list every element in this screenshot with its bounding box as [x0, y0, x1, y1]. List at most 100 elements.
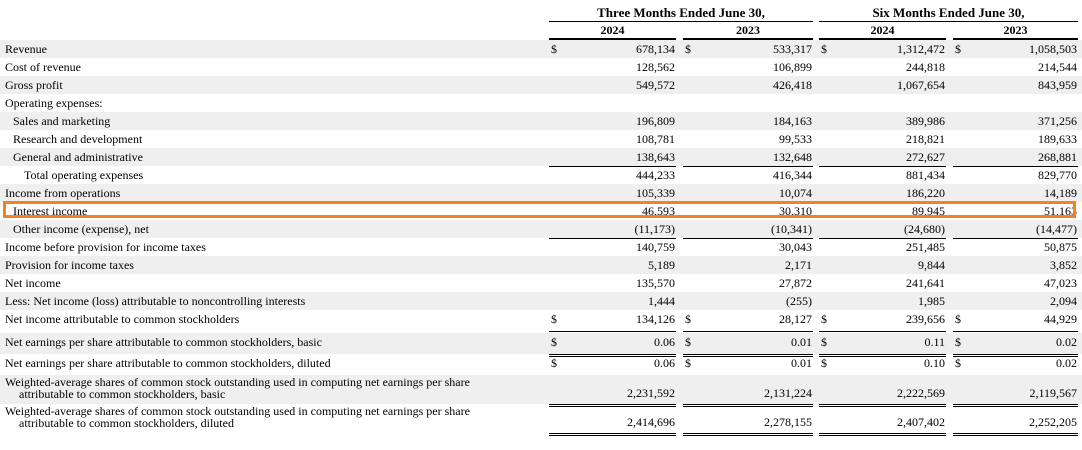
row-label-text: Sales and marketing — [13, 114, 111, 128]
value-number: 134,126 — [636, 312, 675, 326]
value-cell: $1,058,503 — [953, 40, 1078, 58]
table-row: Income before provision for income taxes… — [0, 238, 1082, 256]
value-number: (24,680) — [904, 222, 945, 236]
value-number: 678,134 — [636, 42, 675, 56]
value-cell: 50,875 — [953, 238, 1078, 256]
value-cell: 244,818 — [819, 58, 946, 77]
value-cell: 51,163 — [953, 202, 1078, 220]
value-number: 0.06 — [654, 335, 675, 349]
value-number: 2,094 — [1050, 294, 1077, 308]
value-cell: $533,317 — [683, 40, 813, 58]
value-number: 30,310 — [779, 204, 812, 218]
value-number: 0.02 — [1056, 356, 1077, 370]
value-number: 50,875 — [1044, 240, 1077, 254]
value-cell: 128,562 — [549, 58, 676, 77]
table-row: Weighted-average shares of common stock … — [0, 375, 1082, 407]
row-shading — [0, 256, 1082, 274]
row-label: Research and development — [13, 130, 142, 148]
row-label-text: Income before provision for income taxes — [5, 240, 206, 254]
value-number: 2,407,402 — [897, 415, 945, 429]
value-number: (10,341) — [771, 222, 812, 236]
row-label: General and administrative — [13, 148, 143, 166]
value-number: 189,633 — [1038, 132, 1077, 146]
value-number: 1,067,654 — [897, 78, 945, 92]
value-number: 99,533 — [779, 132, 812, 146]
value-number: 1,312,472 — [897, 42, 945, 56]
value-number: 272,627 — [906, 150, 945, 164]
table-row: Net earnings per share attributable to c… — [0, 333, 1082, 357]
row-label: Revenue — [5, 40, 47, 58]
value-cell: 426,418 — [683, 76, 813, 94]
value-cell: $28,127 — [683, 310, 813, 334]
row-shading — [0, 112, 1082, 130]
value-cell: $44,929 — [953, 310, 1078, 334]
value-number: 2,278,155 — [764, 415, 812, 429]
row-label-text: Cost of revenue — [5, 60, 81, 74]
value-number: 2,131,224 — [764, 386, 812, 400]
value-number: 10,074 — [779, 186, 812, 200]
dollar-sign: $ — [551, 335, 557, 349]
table-row: Gross profit 549,572 426,418 1,067,654 843,9… — [0, 76, 1082, 94]
value-number: 30,043 — [779, 240, 812, 254]
value-cell — [549, 94, 676, 112]
row-label: Income before provision for income taxes — [5, 238, 206, 256]
row-shading — [0, 148, 1082, 166]
value-cell: 416,344 — [683, 166, 813, 184]
value-cell: 1,985 — [819, 292, 946, 310]
value-cell: 2,119,567 — [953, 375, 1078, 407]
row-label: Net income — [5, 274, 61, 292]
value-cell: $1,312,472 — [819, 40, 946, 58]
row-label-text: Research and development — [13, 132, 143, 146]
dollar-sign: $ — [551, 356, 557, 370]
row-label-text: Provision for income taxes — [5, 258, 134, 272]
value-cell: 2,231,592 — [549, 375, 676, 407]
value-number: 0.02 — [1056, 335, 1077, 349]
value-number: 2,252,205 — [1029, 415, 1077, 429]
value-cell: 829,770 — [953, 166, 1078, 184]
value-number: 51,163 — [1044, 204, 1077, 218]
value-number: 416,344 — [773, 168, 812, 182]
row-shading — [0, 184, 1082, 202]
value-number: 14,189 — [1044, 186, 1077, 200]
value-number: 241,641 — [906, 276, 945, 290]
dollar-sign: $ — [685, 312, 691, 326]
table-row: Research and development 108,781 99,533 218… — [0, 130, 1082, 148]
value-cell: 549,572 — [549, 76, 676, 94]
value-cell: 444,233 — [549, 166, 676, 184]
value-cell: $0.06 — [549, 333, 676, 357]
row-shading — [0, 375, 1082, 404]
row-label: Income from operations — [5, 184, 120, 202]
value-number: 184,163 — [773, 114, 812, 128]
value-cell: 3,852 — [953, 256, 1078, 274]
table-row: Cost of revenue 128,562 106,899 244,818 214,… — [0, 58, 1082, 77]
row-label-text: Weighted-average shares of common stock … — [5, 375, 470, 389]
row-label-text: Weighted-average shares of common stock … — [5, 404, 470, 418]
row-shading — [0, 76, 1082, 94]
table-row: Interest income 46,593 30,310 89,945 51,163 — [0, 202, 1082, 220]
row-shading — [0, 40, 1082, 58]
value-cell: 46,593 — [549, 202, 676, 220]
value-number: 140,759 — [636, 240, 675, 254]
value-number: 389,986 — [906, 114, 945, 128]
table-row: Less: Net income (loss) attributable to … — [0, 292, 1082, 310]
value-cell: 218,821 — [819, 130, 946, 148]
value-cell: 108,781 — [549, 130, 676, 148]
value-cell: 2,171 — [683, 256, 813, 274]
value-cell: 138,643 — [549, 148, 676, 167]
row-shading — [0, 220, 1082, 238]
value-number: 251,485 — [906, 240, 945, 254]
dollar-sign: $ — [955, 312, 961, 326]
value-number: 27,872 — [779, 276, 812, 290]
value-cell: 2,094 — [953, 292, 1078, 310]
row-label-text: Less: Net income (loss) attributable to … — [5, 294, 306, 308]
row-label: Less: Net income (loss) attributable to … — [5, 292, 305, 310]
row-label: Net earnings per share attributable to c… — [5, 354, 331, 372]
value-cell: $0.11 — [819, 333, 946, 357]
value-cell: 105,339 — [549, 184, 676, 202]
value-number: (255) — [786, 294, 812, 308]
value-number: 0.01 — [791, 335, 812, 349]
value-number: 186,220 — [906, 186, 945, 200]
header-year-q-2023: 2023 — [683, 23, 813, 40]
value-number: 371,256 — [1038, 114, 1077, 128]
value-cell: (11,173) — [549, 220, 676, 239]
